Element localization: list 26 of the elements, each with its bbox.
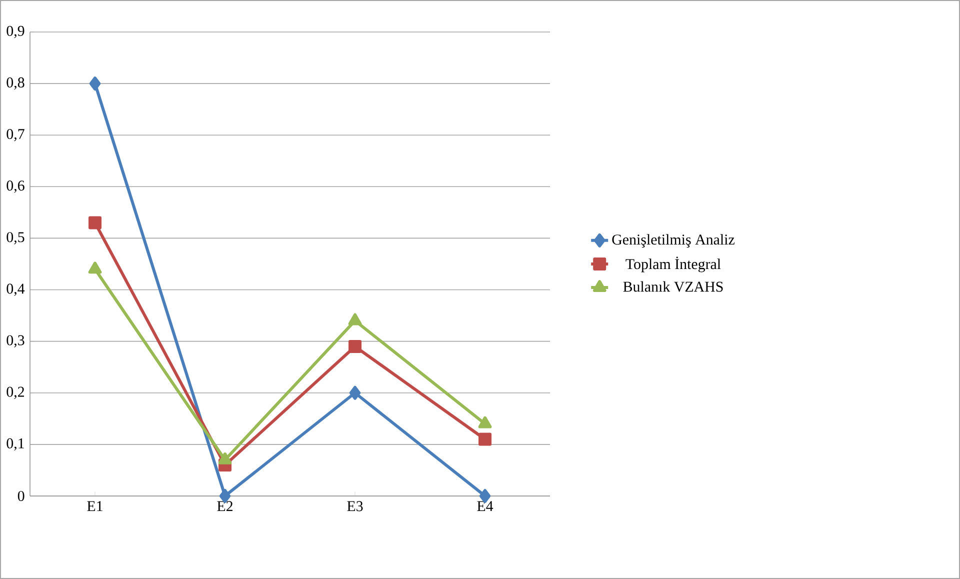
y-tick-label: 0,4 <box>6 284 25 296</box>
y-tick-label: 0,2 <box>6 386 24 399</box>
point <box>478 432 492 446</box>
point <box>88 262 102 274</box>
legend-label: Bulanık VZAHS <box>623 281 723 292</box>
point <box>349 386 361 400</box>
point <box>348 313 362 326</box>
x-tick-label: E3 <box>347 501 363 512</box>
point <box>89 76 101 91</box>
point <box>348 340 362 353</box>
point <box>88 216 102 230</box>
x-tick-label: E2 <box>217 501 232 512</box>
y-tick-label: 0 <box>18 490 24 502</box>
y-tick-label: 0,8 <box>6 77 24 90</box>
legend-label: Toplam İntegral <box>626 256 721 272</box>
y-tick-label: 0,3 <box>6 335 24 348</box>
y-tick-label: 0,7 <box>6 128 24 142</box>
point <box>218 452 232 464</box>
x-tick-label: E1 <box>87 501 102 512</box>
x-tick-label: E4 <box>477 501 494 511</box>
y-tick-label: 0,9 <box>6 26 24 38</box>
y-tick-label: 0,6 <box>6 180 24 193</box>
point <box>478 416 492 428</box>
legend-label: Genişletilmiş Analiz <box>612 234 734 248</box>
y-tick-label: 0,1 <box>6 438 24 451</box>
y-tick-label: 0,5 <box>6 232 24 244</box>
